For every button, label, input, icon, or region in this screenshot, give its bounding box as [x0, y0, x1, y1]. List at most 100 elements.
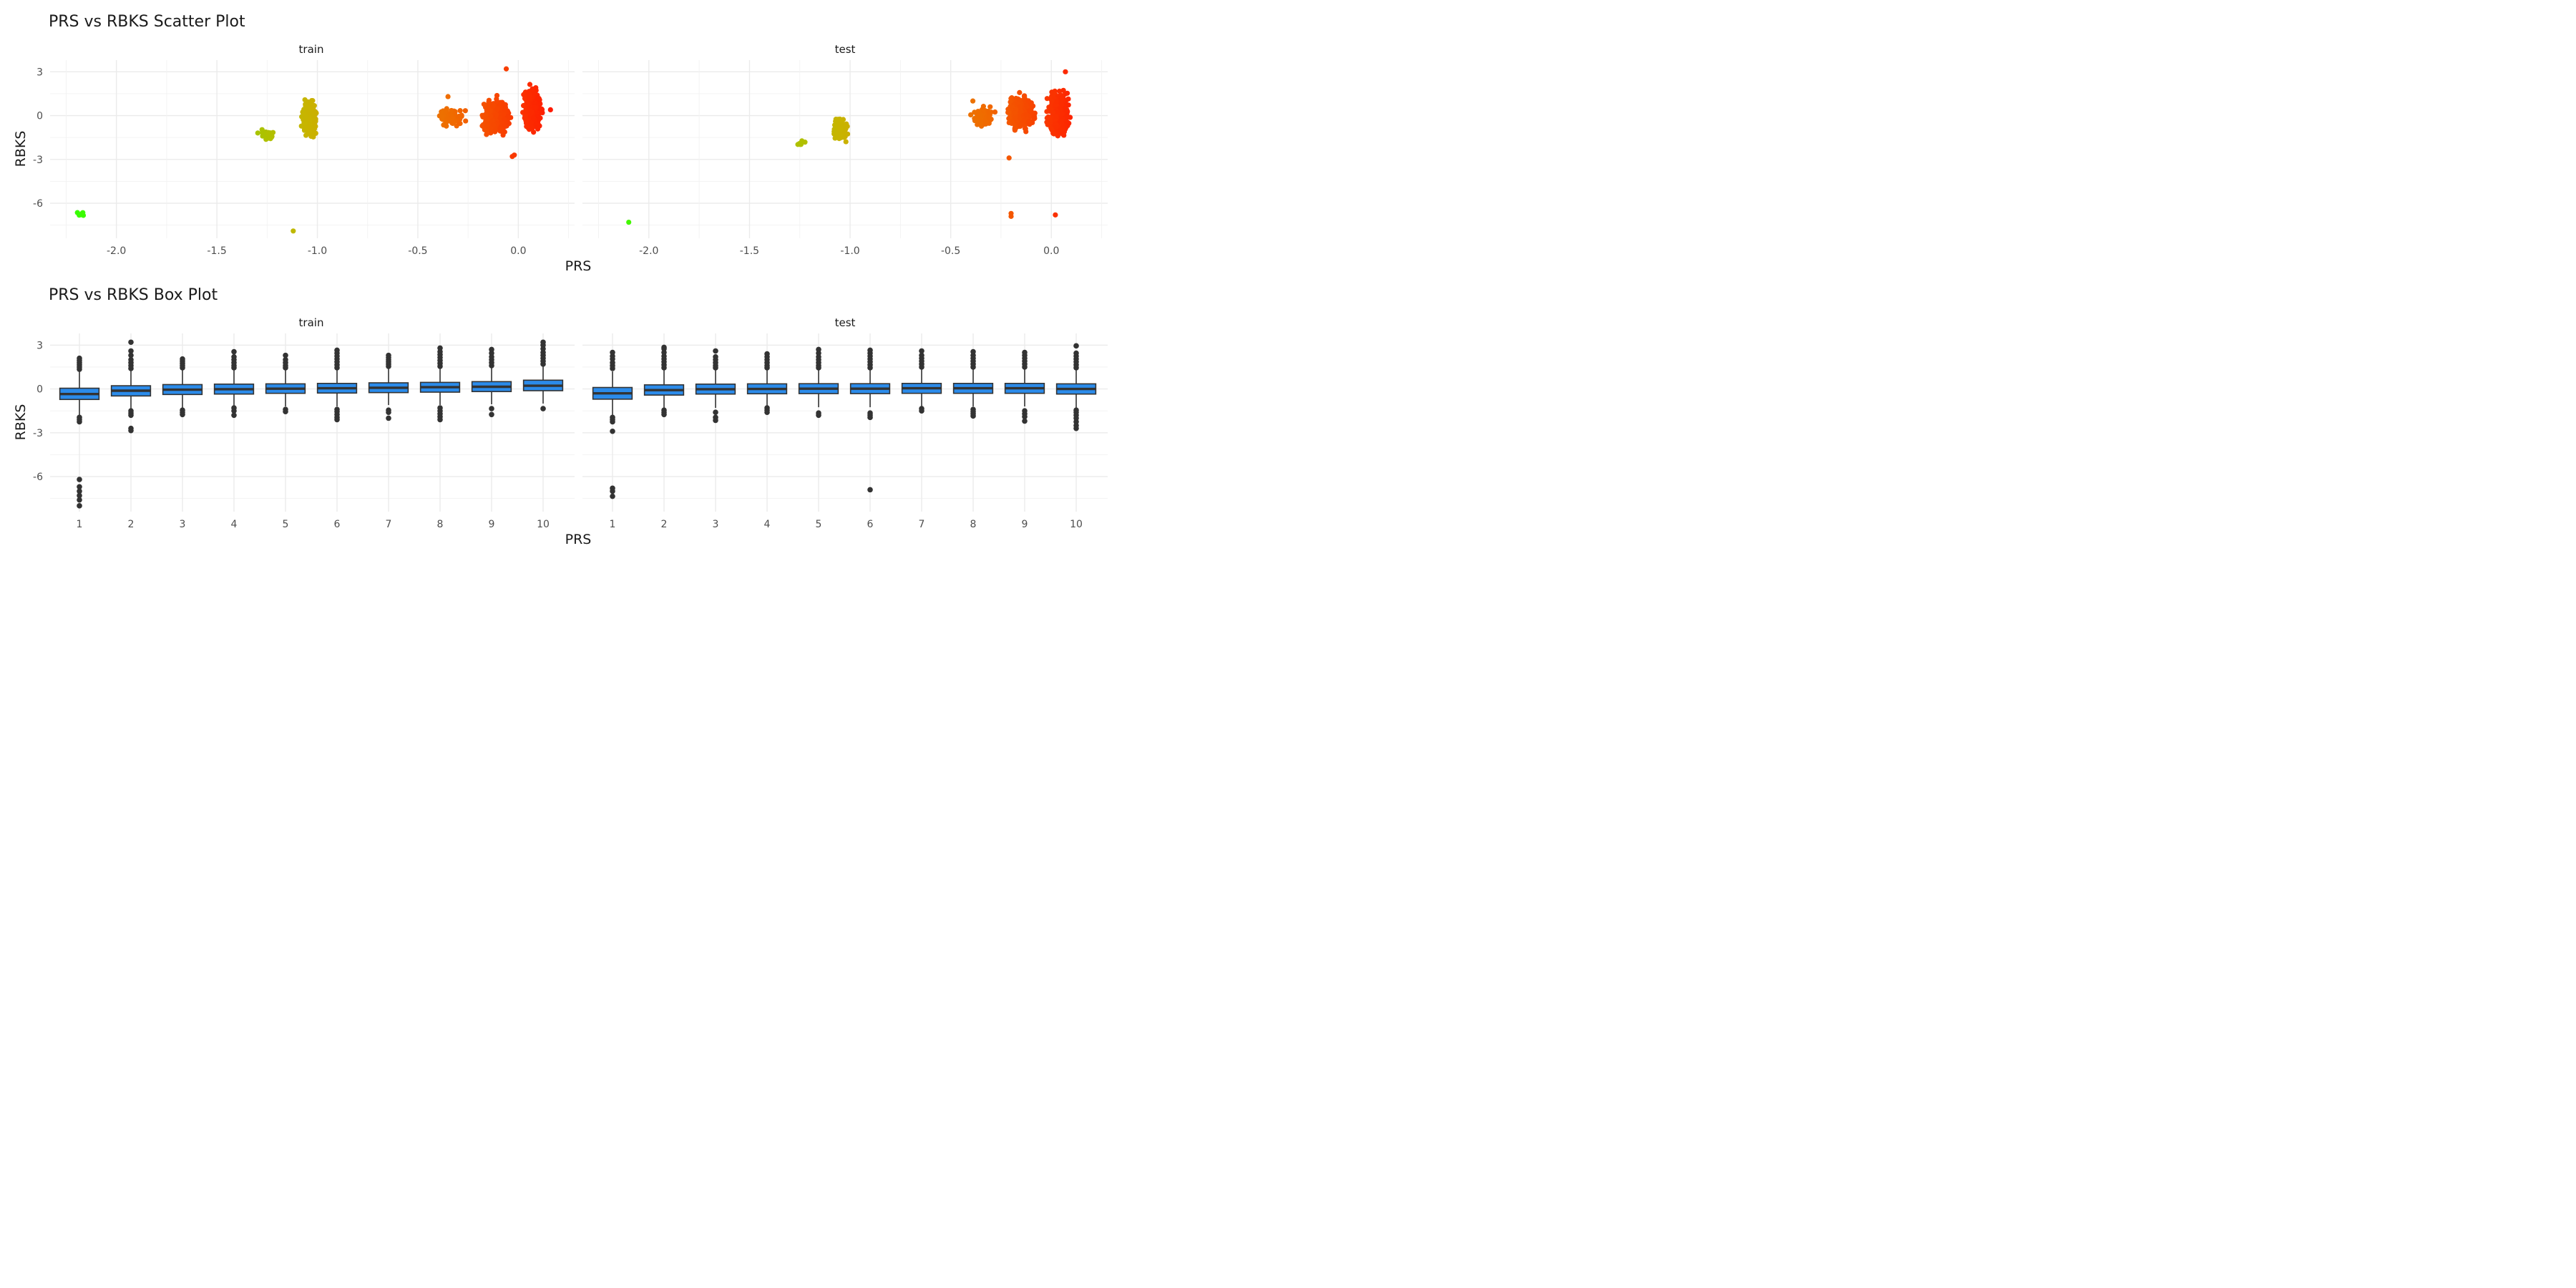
scatter-point: [1012, 109, 1018, 116]
scatter-point: [1051, 131, 1057, 137]
scatter-point: [439, 114, 444, 120]
box-outlier: [764, 409, 770, 416]
scatter-point: [502, 123, 507, 129]
scatter-point: [1045, 114, 1051, 119]
scatter-point: [270, 130, 276, 135]
scatter-strip-test: test: [835, 43, 856, 56]
scatter-point: [1058, 127, 1063, 133]
box-outlier: [764, 351, 770, 357]
scatter-point: [311, 102, 317, 109]
box-outlier: [128, 352, 134, 358]
box-x-tick-label: 2: [128, 519, 135, 530]
scatter-point: [1055, 133, 1060, 139]
scatter-point: [1006, 119, 1012, 126]
scatter-point: [529, 109, 535, 114]
box-outlier: [180, 356, 185, 362]
scatter-x-tick-label: -0.5: [408, 245, 427, 257]
scatter-point: [1012, 126, 1018, 132]
scatter-point: [445, 94, 451, 99]
scatter-point: [977, 122, 983, 127]
scatter-point: [446, 117, 452, 123]
scatter-x-tick-label: -2.0: [639, 245, 658, 257]
box-x-tick-label: 3: [180, 519, 186, 530]
scatter-point: [303, 132, 309, 138]
box-outlier: [1073, 350, 1079, 356]
box-x-tick-label: 5: [283, 519, 289, 530]
box-y-axis-label: RBKS: [13, 404, 29, 441]
box-outlier: [816, 346, 821, 353]
box-outlier: [386, 409, 391, 416]
box-x-tick-label: 10: [537, 519, 550, 530]
box-outlier: [1022, 414, 1028, 420]
scatter-x-tick-label: -1.0: [840, 245, 859, 257]
box-outlier: [816, 412, 821, 419]
box-outlier: [970, 348, 976, 355]
scatter-y-tick-label: 0: [36, 111, 43, 122]
scatter-point: [987, 104, 993, 109]
box-outlier: [128, 348, 134, 354]
box-x-tick-label: 10: [1070, 519, 1083, 530]
scatter-point: [527, 93, 532, 99]
box-strip-train: train: [299, 316, 324, 329]
box-y-tick-label: 0: [36, 384, 43, 396]
box-outlier: [77, 419, 82, 425]
box-outlier: [867, 487, 873, 493]
scatter-point: [488, 113, 494, 119]
scatter-point: [501, 117, 507, 122]
box-x-tick-label: 6: [334, 519, 341, 530]
scatter-point: [1021, 118, 1027, 124]
scatter-point: [532, 104, 537, 110]
scatter-x-tick-label: -2.0: [107, 245, 126, 257]
scatter-point: [255, 130, 260, 136]
scatter-point: [490, 103, 496, 109]
scatter-point: [509, 154, 515, 160]
box-y-tick-label: -6: [33, 472, 43, 483]
scatter-x-tick-label: -1.5: [207, 245, 226, 257]
scatter-point: [530, 115, 536, 121]
box-strip-test: test: [835, 316, 856, 329]
scatter-point: [439, 109, 444, 114]
box-outlier: [489, 346, 494, 353]
box-outlier: [231, 412, 237, 419]
scatter-point: [843, 139, 849, 145]
box-outlier: [128, 356, 134, 363]
scatter-point: [535, 124, 540, 130]
box-outlier: [128, 339, 134, 346]
box-outlier: [713, 417, 718, 424]
box-outlier: [386, 415, 391, 421]
box-outlier: [334, 416, 340, 423]
box-outlier: [231, 408, 237, 414]
scatter-point: [838, 122, 844, 128]
scatter-point: [1049, 102, 1055, 108]
box-outlier: [1073, 343, 1079, 349]
scatter-point: [1025, 98, 1031, 104]
scatter-point: [77, 213, 82, 218]
scatter-point: [449, 108, 454, 114]
scatter-point: [265, 132, 271, 138]
scatter-point: [1031, 114, 1038, 119]
scatter-point: [536, 96, 542, 102]
box-outlier: [1073, 425, 1079, 431]
scatter-y-ticks: -6 -3 0 3: [33, 67, 43, 210]
scatter-point: [987, 109, 992, 115]
box-x-tick-label: 9: [489, 519, 495, 530]
box-outlier: [610, 419, 615, 425]
box-x-tick-label: 3: [713, 519, 719, 530]
scatter-plot-title: PRS vs RBKS Scatter Plot: [49, 13, 245, 31]
scatter-point: [1053, 212, 1058, 218]
box-outlier: [489, 411, 494, 418]
scatter-panel-test: [582, 60, 1108, 238]
box-y-ticks: -6 -3 0 3: [33, 340, 43, 483]
box-outlier: [128, 412, 134, 419]
scatter-point: [522, 113, 528, 119]
scatter-point: [529, 87, 535, 93]
box-outlier: [661, 344, 667, 351]
scatter-point: [529, 124, 535, 130]
box-x-tick-label: 8: [970, 519, 977, 530]
scatter-point: [1057, 88, 1063, 94]
scatter-point: [487, 109, 493, 114]
scatter-point: [831, 122, 838, 128]
scatter-point: [457, 121, 463, 127]
box-outlier: [713, 348, 718, 354]
box-outlier: [77, 488, 82, 494]
